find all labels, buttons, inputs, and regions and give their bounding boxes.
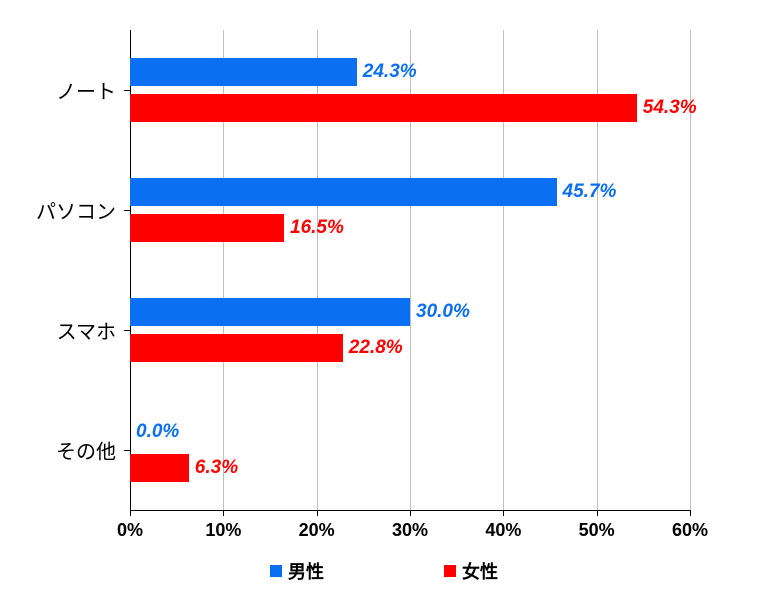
bar [130, 454, 189, 482]
bar-value-label: 54.3% [643, 97, 697, 119]
legend-item: 女性 [444, 558, 498, 584]
bar [130, 58, 357, 86]
legend: 男性 女性 [270, 558, 498, 584]
plot-area: 0%10%20%30%40%50%60%24.3%54.3%45.7%16.5%… [130, 30, 690, 510]
x-axis-line [130, 510, 690, 511]
bar [130, 214, 284, 242]
x-tick-label: 0% [117, 520, 143, 541]
y-category-label: その他 [56, 436, 116, 465]
x-tick-label: 30% [392, 520, 428, 541]
legend-swatch [270, 565, 282, 577]
legend-label: 女性 [462, 558, 498, 584]
chart-container: 0% 10% 20% 30% 40% 50% 60% 24.3% 54.3% 45.7% 16.5%… [0, 0, 760, 605]
bar [130, 334, 343, 362]
bar-value-label: 6.3% [195, 457, 238, 479]
y-tick-mark [124, 210, 130, 211]
bar [130, 298, 410, 326]
x-tick-label: 40% [485, 520, 521, 541]
bar-value-label: 24.3% [363, 61, 417, 83]
y-category-label: パソコン [36, 196, 116, 225]
y-tick-mark [124, 90, 130, 91]
bar [130, 178, 557, 206]
legend-item: 男性 [270, 558, 324, 584]
bar-value-label: 0.0% [136, 421, 179, 443]
legend-swatch [444, 565, 456, 577]
bar-value-label: 45.7% [563, 181, 617, 203]
x-tick-label: 50% [579, 520, 615, 541]
bar-value-label: 30.0% [416, 301, 470, 323]
bar-value-label: 22.8% [349, 337, 403, 359]
x-tick-label: 20% [299, 520, 335, 541]
legend-label: 男性 [288, 558, 324, 584]
x-tick-label: 10% [205, 520, 241, 541]
bar [130, 94, 637, 122]
y-tick-mark [124, 330, 130, 331]
x-tick-mark [690, 510, 691, 516]
x-tick-label: 60% [672, 520, 708, 541]
y-category-label: ノート [56, 76, 116, 105]
bar-value-label: 16.5% [290, 217, 344, 239]
y-tick-mark [124, 450, 130, 451]
y-category-label: スマホ [57, 316, 116, 345]
